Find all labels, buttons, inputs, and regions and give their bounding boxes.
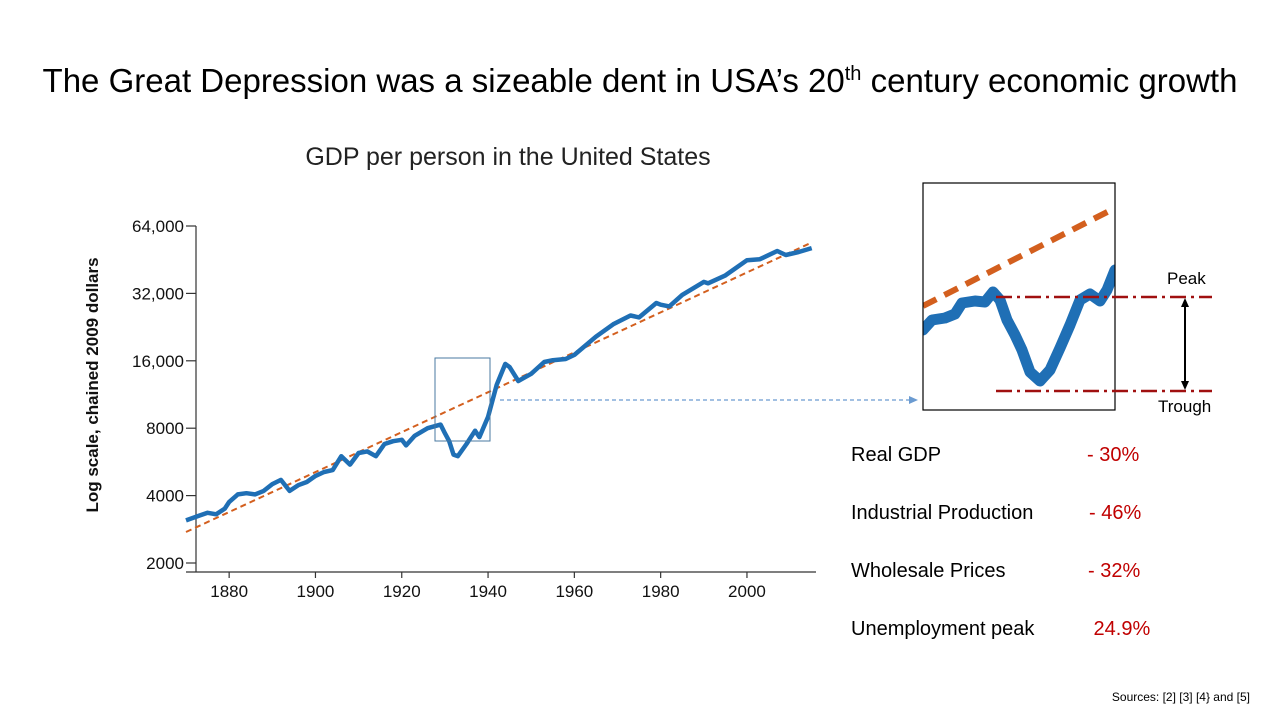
arrow-down-head [1181,381,1189,390]
stat-value: 24.9% [1088,618,1151,640]
stat-label: Real GDP [851,444,942,466]
stat-row-real-gdp: Real GDP - 30% [851,440,1191,498]
x-tick-label: 1940 [469,582,507,601]
stat-value: - 46% [1089,502,1142,524]
stat-row-wholesale-prices: Wholesale Prices - 32% [851,556,1191,614]
inset-gdp-line [923,264,1115,387]
chart-title: GDP per person in the United States [305,143,711,171]
y-tick-label: 8000 [146,419,184,438]
sources-note: Sources: [2] [3] [4} and [5] [1111,690,1250,704]
stat-label: Industrial Production [851,502,1034,524]
y-tick-label: 2000 [146,554,184,573]
chart-series [185,241,813,533]
slide-title-superscript: th [844,63,862,85]
x-ticks: 1880 1900 1920 1940 1960 1980 2000 [210,572,766,601]
stat-value: - 30% [1087,444,1140,466]
trough-label: Trough [1158,397,1212,416]
inset-trend-line [923,205,1115,309]
y-tick-label: 64,000 [132,217,184,236]
peak-label: Peak [1167,269,1206,288]
slide-title-tail: century economic growth [861,62,1238,99]
y-axis-label: Log scale, chained 2009 dollars [83,257,102,512]
zoom-connector-arrowhead [909,396,918,404]
gdp-line [185,245,813,523]
stat-value: - 32% [1088,560,1141,582]
arrow-up-head [1181,298,1189,307]
stat-label: Wholesale Prices [851,560,1006,582]
y-tick-label: 32,000 [132,284,184,303]
inset-zoom-plot [923,205,1115,387]
trend-line [185,241,813,533]
slide-title-main: The Great Depression was a sizeable dent… [42,62,845,99]
stat-row-unemployment-peak: Unemployment peak 24.9% [851,614,1191,672]
chart-axes [186,226,816,573]
depression-highlight-box [434,357,491,442]
x-tick-label: 1880 [210,582,248,601]
slide-title: The Great Depression was a sizeable dent… [0,62,1280,100]
depression-stats: Real GDP - 30% Industrial Production - 4… [851,440,1191,672]
y-tick-label: 16,000 [132,352,184,371]
x-tick-label: 2000 [728,582,766,601]
x-tick-label: 1920 [383,582,421,601]
y-ticks: 64,000 32,000 16,000 8000 4000 2000 [132,217,196,573]
y-tick-label: 4000 [146,487,184,506]
x-tick-label: 1980 [642,582,680,601]
x-tick-label: 1900 [297,582,335,601]
stat-row-industrial-production: Industrial Production - 46% [851,498,1191,556]
stat-label: Unemployment peak [851,618,1035,640]
x-tick-label: 1960 [555,582,593,601]
